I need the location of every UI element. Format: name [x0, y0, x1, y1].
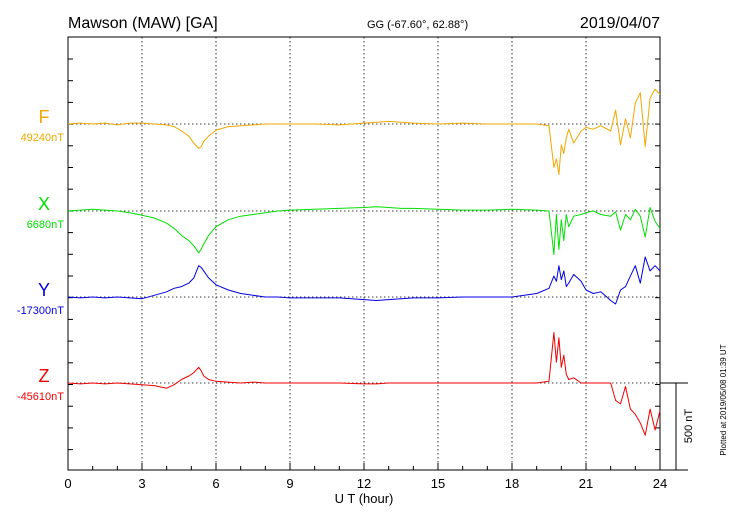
coordinates-label: GG (-67.60°, 62.88°): [367, 19, 468, 31]
ticks-layer: 0 3 6 9 12 15 18 21 24: [64, 58, 667, 491]
series-label-f: F: [39, 107, 50, 127]
x-tick-label-9: 9: [286, 476, 293, 491]
baseline-label-z: -45610nT: [17, 391, 64, 403]
x-axis-title: U T (hour): [335, 491, 394, 506]
series-label-z: Z: [39, 366, 50, 386]
x-tick-label-12: 12: [357, 476, 371, 491]
traces-layer: [67, 88, 661, 436]
trace-y: [67, 256, 661, 305]
x-tick-label-0: 0: [64, 476, 71, 491]
scale-bar: 500 nT: [660, 382, 695, 471]
date-label: 2019/04/07: [580, 15, 660, 32]
scale-bar-label: 500 nT: [683, 409, 695, 444]
station-title: Mawson (MAW) [GA]: [68, 15, 218, 32]
trace-x: [67, 206, 661, 255]
x-tick-label-6: 6: [212, 476, 219, 491]
x-tick-label-18: 18: [505, 476, 519, 491]
x-tick-label-3: 3: [138, 476, 145, 491]
x-tick-label-21: 21: [579, 476, 593, 491]
x-tick-label-24: 24: [653, 476, 667, 491]
baseline-label-y: -17300nT: [17, 305, 64, 317]
series-label-y: Y: [38, 280, 50, 300]
trace-z: [67, 332, 661, 436]
x-tick-label-15: 15: [431, 476, 445, 491]
series-label-x: X: [38, 194, 50, 214]
grid-layer: [68, 37, 660, 470]
trace-f: [67, 88, 661, 175]
labels-layer: F 49240nT X 6680nT Y -17300nT Z -45610nT: [17, 107, 64, 403]
baseline-label-f: 49240nT: [21, 132, 65, 144]
plotted-at-label: Plotted at 2019/05/08 01:39 UT: [719, 344, 728, 455]
baseline-label-x: 6680nT: [27, 219, 65, 231]
